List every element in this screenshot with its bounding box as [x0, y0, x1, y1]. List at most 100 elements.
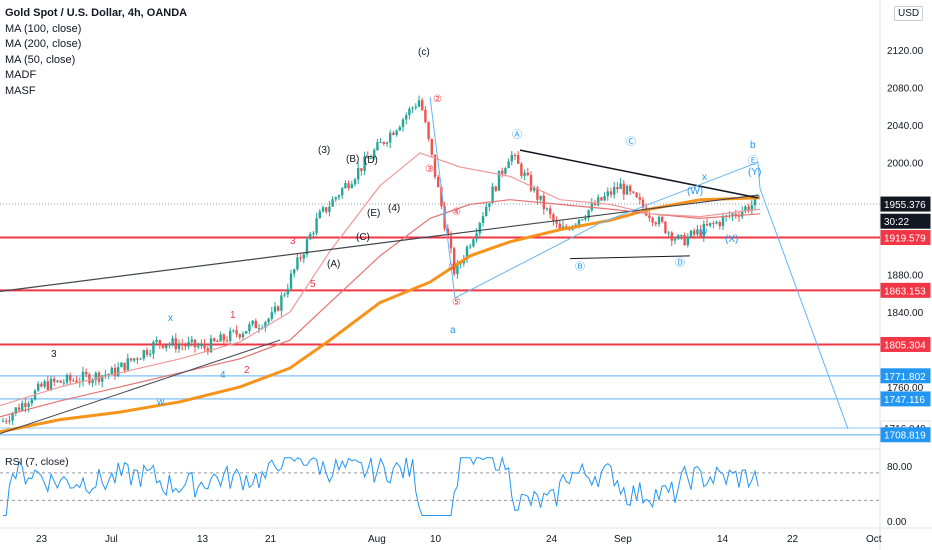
- candle-body: [558, 223, 561, 230]
- candle-body: [139, 358, 142, 360]
- triangle-lower-line: [569, 255, 691, 260]
- ma50-line: [0, 152, 761, 407]
- candle-body: [619, 183, 622, 190]
- candle-body: [277, 306, 280, 311]
- candle-body: [81, 371, 85, 382]
- rsi-line: [3, 455, 759, 516]
- candle-body: [299, 257, 302, 259]
- candle-body: [59, 380, 62, 383]
- candle-body: [491, 186, 494, 204]
- candle-body: [21, 403, 24, 411]
- candle-body: [257, 327, 261, 329]
- candle-body: [693, 230, 696, 235]
- candle-body: [286, 288, 289, 295]
- candle-body: [353, 179, 357, 185]
- candle-body: [497, 170, 501, 191]
- candle-body: [184, 345, 187, 347]
- candle-body: [72, 380, 75, 382]
- candle-body: [27, 403, 30, 408]
- candle-body: [270, 312, 273, 319]
- currency-button[interactable]: USD: [894, 6, 924, 21]
- candle-body: [513, 154, 517, 156]
- candle-body: [53, 378, 56, 382]
- annotation-4: (4): [388, 203, 400, 214]
- price-label-3: 1863.153: [884, 286, 926, 297]
- candle-body: [123, 362, 126, 371]
- annotation-5-circled: ⑤: [452, 297, 461, 308]
- candle-body: [440, 187, 443, 207]
- candle-body: [408, 108, 411, 116]
- candle-body: [107, 374, 110, 376]
- candle-body: [421, 100, 424, 110]
- candle-body: [616, 186, 619, 190]
- candle-body: [328, 206, 331, 212]
- candle-body: [472, 239, 475, 247]
- candle-body: [181, 344, 184, 346]
- candle-body: [216, 341, 219, 343]
- candle-body: [363, 156, 366, 172]
- rsi-title: RSI (7, close): [5, 456, 69, 468]
- indicator-madf[interactable]: MADF: [5, 69, 37, 81]
- candle-body: [433, 154, 437, 177]
- annotation-e: (E): [367, 208, 380, 219]
- candle-body: [315, 218, 318, 234]
- price-label-box-0: [880, 196, 931, 212]
- candle-body: [689, 230, 693, 237]
- candle-body: [577, 219, 581, 225]
- candle-body: [203, 343, 206, 349]
- candle-body: [11, 413, 14, 421]
- indicator-ma100[interactable]: MA (100, close): [5, 22, 82, 35]
- candle-body: [638, 197, 641, 200]
- candle-body: [641, 199, 645, 208]
- annotation-d-circled: Ⓓ: [675, 257, 685, 269]
- indicator-ma200[interactable]: MA (200, close): [5, 38, 82, 50]
- candle-body: [741, 210, 744, 217]
- candle-body: [62, 382, 65, 384]
- candle-body: [174, 338, 177, 350]
- candle-body: [347, 183, 350, 189]
- candle-body: [360, 168, 363, 172]
- candle-body: [469, 246, 472, 248]
- candle-body: [334, 197, 337, 200]
- indicator-ma50[interactable]: MA (50, close): [5, 53, 76, 66]
- annotation-5-red: 5: [310, 279, 316, 290]
- candle-body: [379, 141, 382, 143]
- candle-body: [478, 223, 481, 234]
- candle-body: [414, 106, 417, 108]
- candle-body: [593, 203, 597, 206]
- price-label-0: 1955.376: [884, 200, 926, 211]
- candle-body: [238, 334, 241, 338]
- candle-body: [734, 213, 737, 216]
- candle-body: [750, 205, 753, 211]
- candle-body: [392, 132, 395, 135]
- candle-body: [702, 223, 705, 237]
- candle-body: [305, 239, 309, 255]
- x-tick-label-3: 21: [265, 534, 277, 545]
- candle-body: [609, 191, 613, 195]
- candle-body: [344, 183, 347, 189]
- candle-body: [30, 399, 33, 404]
- candle-body: [309, 234, 312, 240]
- annotation-d: (D): [364, 155, 378, 166]
- candle-body: [110, 367, 113, 375]
- candle-body: [654, 222, 657, 225]
- candle-body: [715, 222, 718, 224]
- candle-body: [481, 216, 485, 224]
- indicator-masf[interactable]: MASF: [5, 84, 36, 97]
- candle-body: [190, 339, 193, 342]
- candle-body: [85, 371, 88, 375]
- candle-body: [699, 229, 702, 237]
- annotation-2-circled: ②: [433, 94, 442, 105]
- candle-body: [331, 199, 334, 207]
- annotation-3-paren: (3): [318, 145, 330, 156]
- candle-body: [341, 188, 344, 196]
- annotation-4-circled: ④: [452, 207, 461, 218]
- candle-body: [280, 295, 283, 311]
- candle-body: [101, 375, 104, 382]
- candle-body: [200, 343, 203, 347]
- candle-body: [187, 341, 190, 347]
- symbol-title: Gold Spot / U.S. Dollar, 4h, OANDA: [5, 7, 188, 19]
- candle-body: [622, 183, 625, 195]
